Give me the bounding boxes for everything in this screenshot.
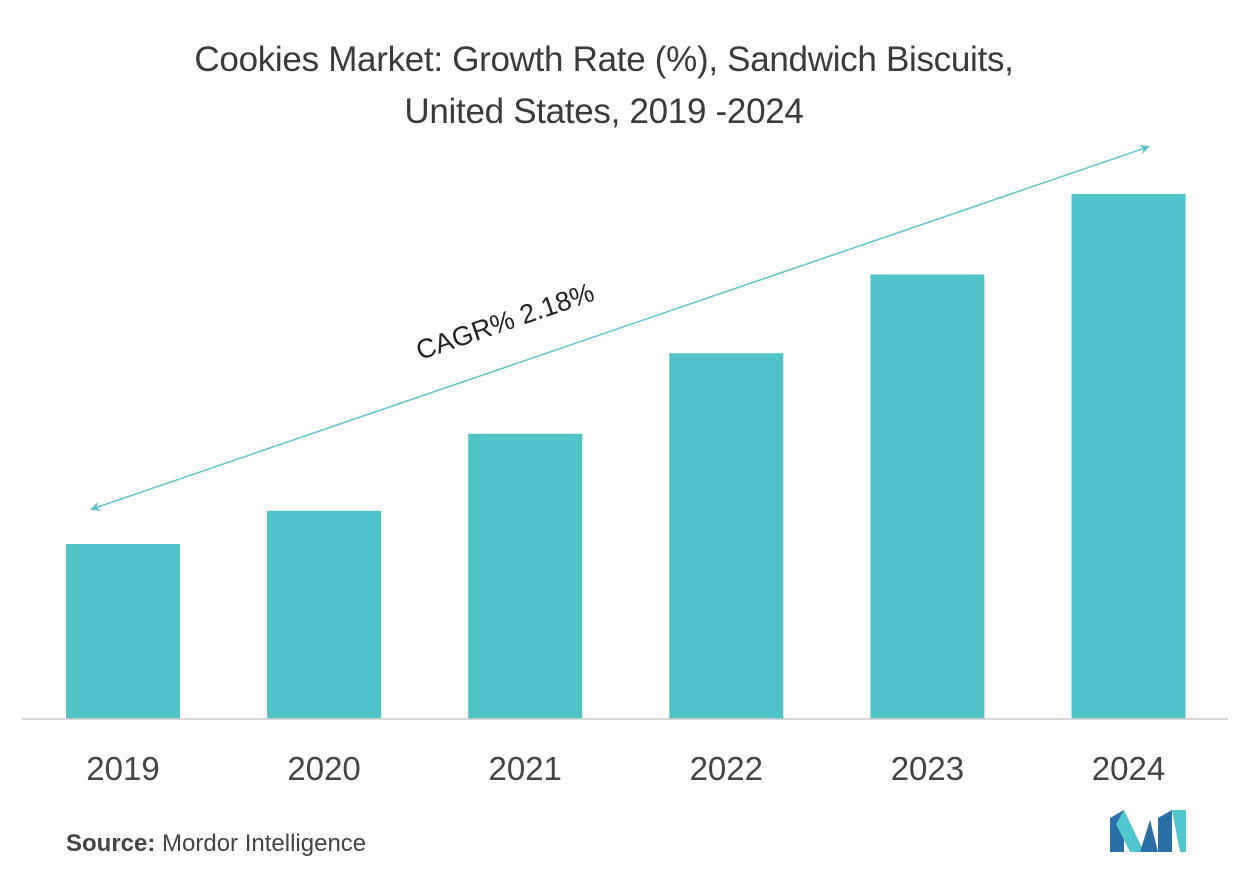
source-value: Mordor Intelligence [162, 830, 367, 857]
title-line-2: United States, 2019 -2024 [404, 92, 804, 131]
bar-2021 [468, 433, 583, 719]
bar-2022 [669, 353, 784, 719]
source-label: Source: [66, 830, 156, 857]
bar-2019 [66, 544, 180, 719]
cagr-arrow [90, 144, 1150, 512]
source-note: Source: Mordor Intelligence [66, 830, 366, 858]
bar-2020 [267, 510, 382, 719]
x-tick-label: 2021 [488, 750, 561, 787]
mordor-logo-icon [1110, 810, 1186, 852]
x-tick-label: 2023 [891, 750, 964, 787]
title-line-1: Cookies Market: Growth Rate (%), Sandwic… [194, 40, 1014, 79]
bar-2023 [870, 274, 985, 719]
cagr-annotation: CAGR% 2.18% [412, 277, 598, 366]
x-tick-label: 2019 [86, 750, 159, 787]
bar-2024 [1071, 194, 1186, 719]
chart-title: Cookies Market: Growth Rate (%), Sandwic… [0, 34, 1208, 138]
x-tick-label: 2022 [690, 750, 763, 787]
x-tick-label: 2020 [287, 750, 360, 787]
x-tick-label: 2024 [1092, 750, 1165, 787]
